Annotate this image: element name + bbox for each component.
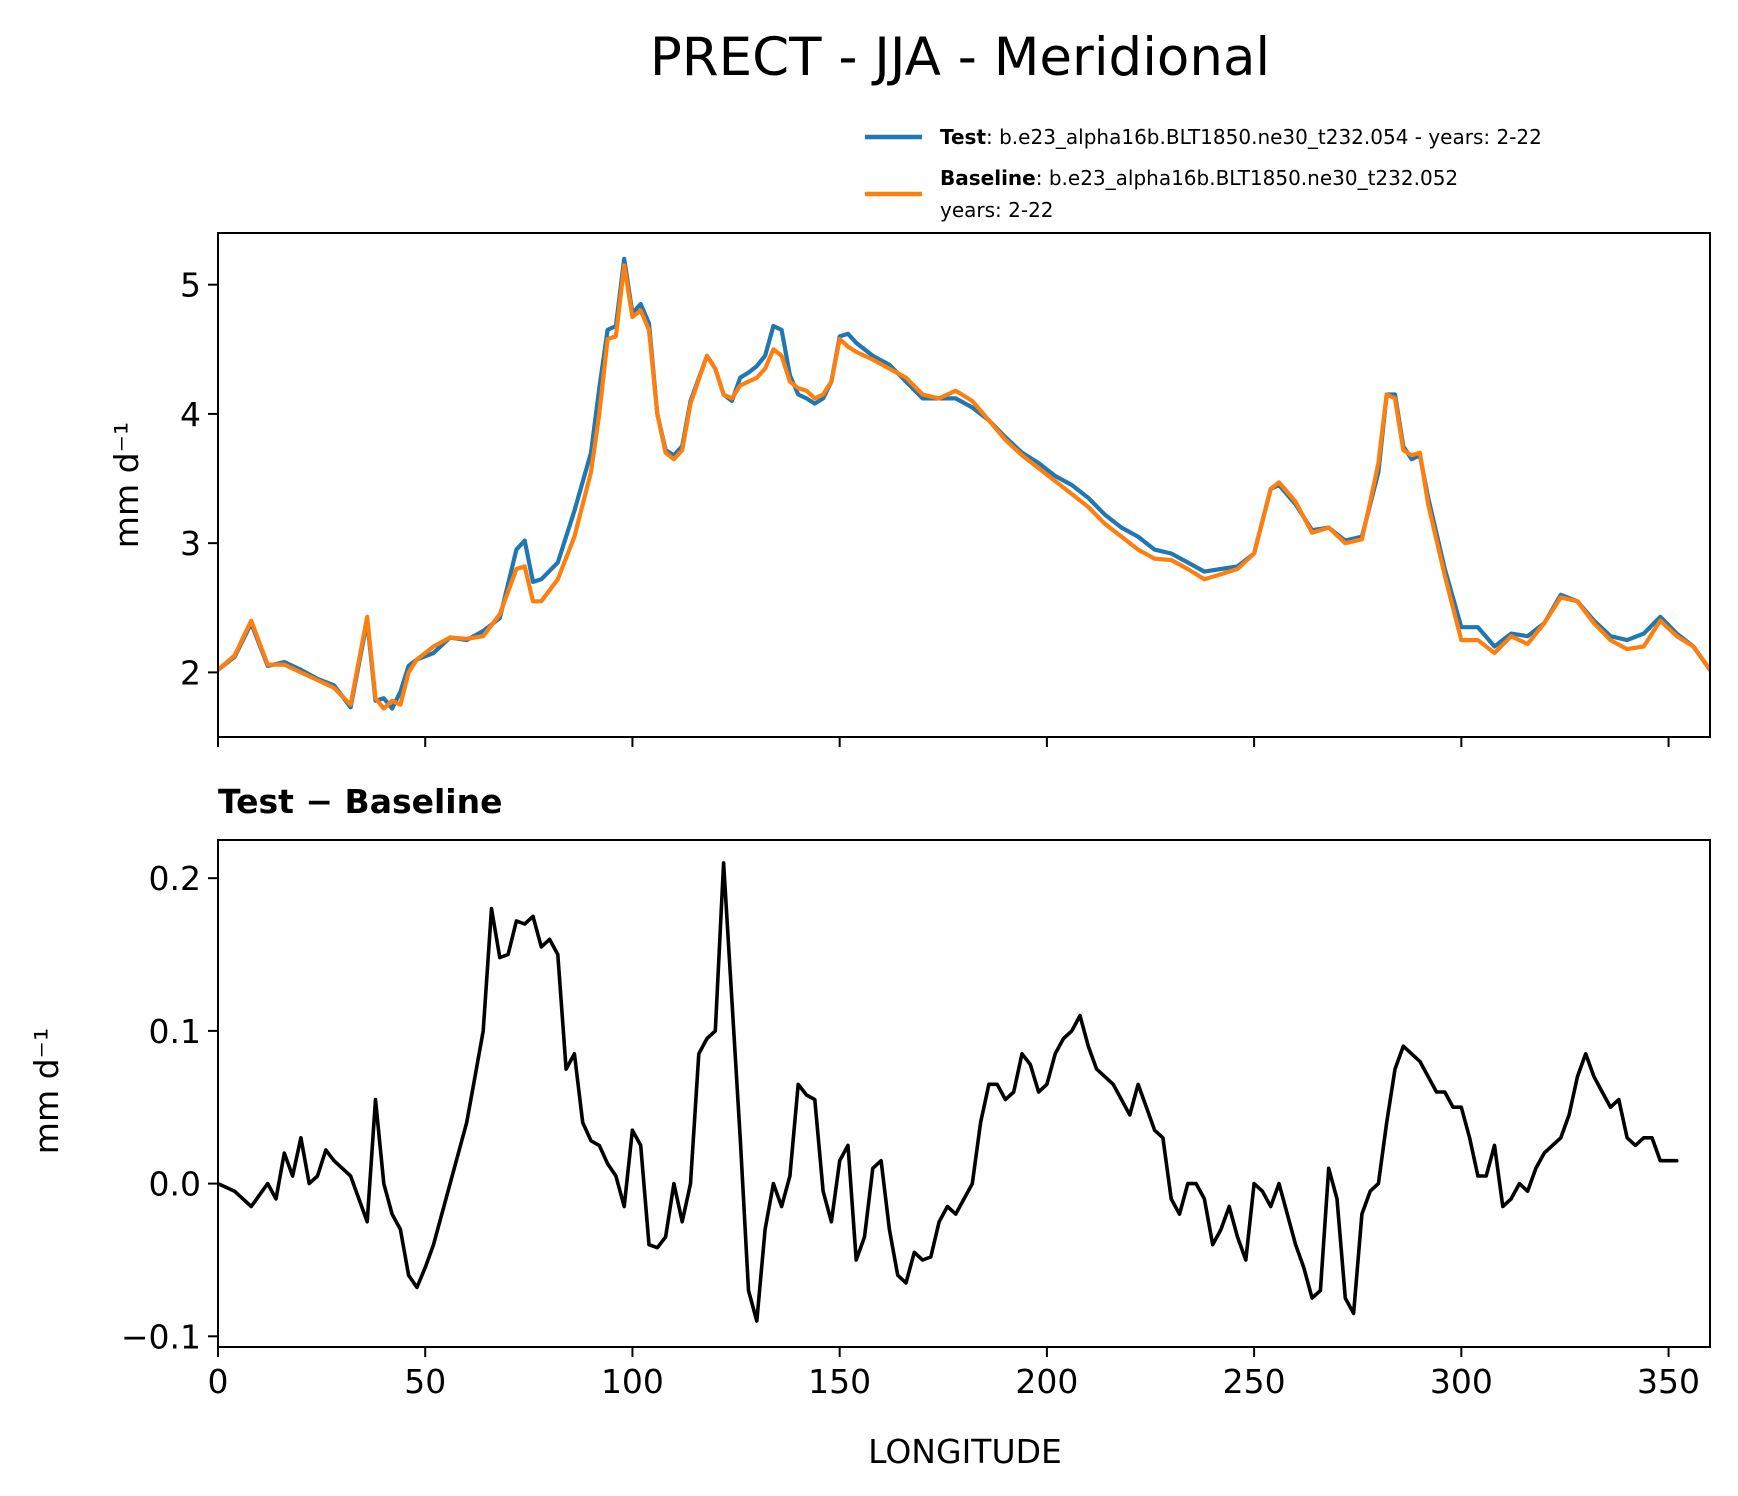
x-axis-label: LONGITUDE — [868, 1432, 1062, 1471]
bottom-xtick-label: 300 — [1430, 1362, 1493, 1401]
top-plot-area: 2 3 4 5 — [180, 232, 1711, 747]
top-ytick-label: 3 — [180, 524, 201, 563]
top-ytick-label: 4 — [180, 395, 201, 434]
legend-test-label: Test: b.e23_alpha16b.BLT1850.ne30_t232.0… — [940, 125, 1542, 149]
bottom-xtick-label: 100 — [601, 1362, 664, 1401]
top-series-line-baseline — [218, 263, 1710, 711]
legend-baseline-desc: : b.e23_alpha16b.BLT1850.ne30_t232.052 — [1036, 166, 1458, 190]
top-ylabel: mm d⁻¹ — [107, 422, 146, 548]
legend-baseline-label: Baseline: b.e23_alpha16b.BLT1850.ne30_t2… — [940, 166, 1458, 190]
bottom-xtick-label: 350 — [1637, 1362, 1700, 1401]
bottom-ytick-label: −0.1 — [121, 1317, 201, 1356]
bottom-panel: Test − Baseline 0 50 100 150 200 250 300 350 −0.… — [27, 782, 1711, 1471]
bottom-plot-area: 0 50 100 150 200 250 300 350 −0.1 0.0 0.1 0.2 — [121, 839, 1711, 1401]
bottom-series-line-test-baseline — [218, 861, 1679, 1323]
bottom-xtick-label: 50 — [404, 1362, 446, 1401]
legend-test-desc: : b.e23_alpha16b.BLT1850.ne30_t232.054 -… — [986, 125, 1542, 149]
bottom-ytick-label: 0.2 — [149, 859, 201, 898]
top-ytick-label: 5 — [180, 266, 201, 305]
top-series-line-test — [218, 256, 1710, 711]
bottom-panel-title: Test − Baseline — [218, 782, 503, 821]
bottom-xtick-label: 250 — [1223, 1362, 1286, 1401]
bottom-xtick-label: 150 — [808, 1362, 871, 1401]
top-ytick-label: 2 — [180, 653, 201, 692]
top-panel: 2 3 4 5 mm d⁻¹ — [107, 232, 1711, 747]
legend: Test: b.e23_alpha16b.BLT1850.ne30_t232.0… — [865, 125, 1542, 222]
bottom-xtick-label: 0 — [208, 1362, 229, 1401]
bottom-series-group — [218, 861, 1679, 1323]
bottom-xtick-label: 200 — [1015, 1362, 1078, 1401]
legend-baseline-name: Baseline — [940, 166, 1036, 190]
bottom-ytick-label: 0.0 — [149, 1165, 201, 1204]
bottom-ylabel: mm d⁻¹ — [27, 1028, 66, 1154]
bottom-axes-frame — [217, 839, 1711, 1348]
figure-title: PRECT - JJA - Meridional — [650, 27, 1270, 88]
top-series-group — [218, 256, 1710, 711]
top-axes-frame — [217, 232, 1711, 738]
legend-test-name: Test — [940, 125, 986, 149]
legend-baseline-years: years: 2-22 — [940, 198, 1054, 222]
bottom-ytick-label: 0.1 — [149, 1012, 201, 1051]
